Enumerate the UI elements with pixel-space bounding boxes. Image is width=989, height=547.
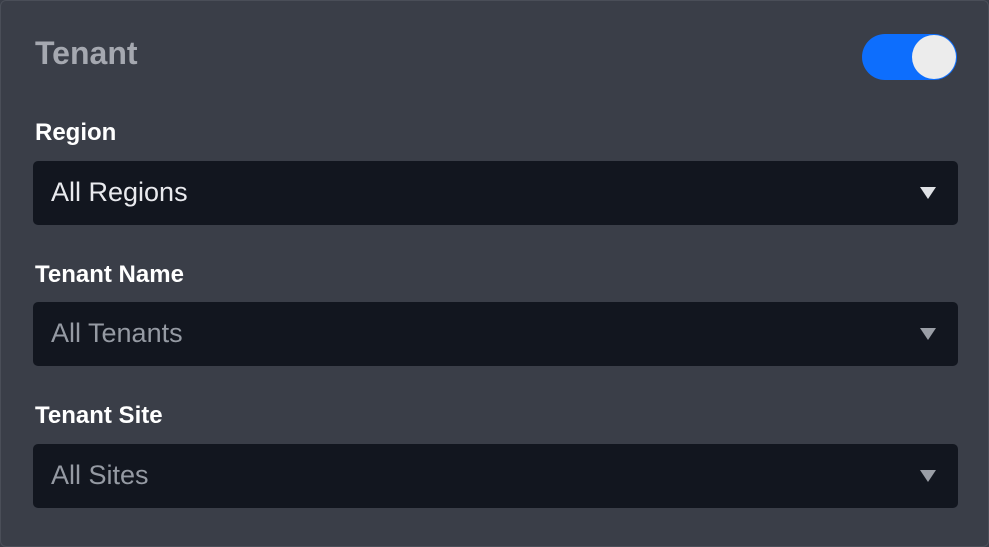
tenant-toggle[interactable]: [862, 34, 957, 80]
tenant-site-label: Tenant Site: [35, 402, 163, 429]
tenant-site-select-value: All Sites: [51, 460, 149, 490]
chevron-down-icon: [920, 187, 936, 199]
panel-title: Tenant: [35, 35, 138, 71]
region-label: Region: [35, 119, 117, 146]
tenant-name-select-value: All Tenants: [51, 318, 183, 348]
chevron-down-icon: [920, 328, 936, 340]
toggle-knob: [912, 35, 956, 79]
region-select-value: All Regions: [51, 177, 188, 207]
chevron-down-icon: [920, 470, 936, 482]
tenant-name-select[interactable]: All Tenants: [33, 302, 958, 366]
tenant-name-label: Tenant Name: [35, 261, 184, 288]
tenant-site-select[interactable]: All Sites: [33, 444, 958, 508]
region-select[interactable]: All Regions: [33, 161, 958, 225]
